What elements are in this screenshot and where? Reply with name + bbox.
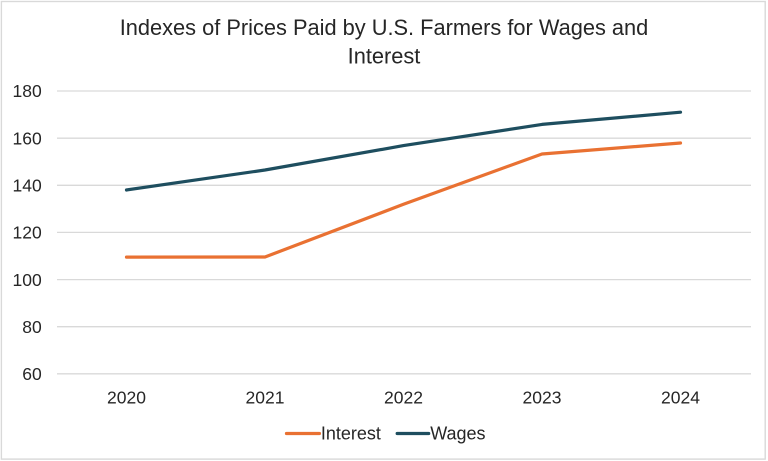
svg-text:2020: 2020: [107, 387, 146, 407]
svg-text:80: 80: [22, 317, 42, 337]
svg-text:2022: 2022: [384, 387, 423, 407]
svg-text:2023: 2023: [523, 387, 562, 407]
svg-text:140: 140: [12, 176, 41, 196]
svg-text:Wages: Wages: [430, 424, 485, 444]
svg-text:2021: 2021: [246, 387, 285, 407]
svg-text:Interest: Interest: [321, 424, 381, 444]
svg-text:160: 160: [12, 128, 41, 148]
svg-text:100: 100: [12, 270, 41, 290]
svg-text:60: 60: [22, 364, 42, 384]
svg-text:180: 180: [12, 81, 41, 101]
svg-text:Interest: Interest: [348, 43, 421, 68]
svg-text:120: 120: [12, 223, 41, 243]
svg-text:Indexes of Prices Paid by U.S.: Indexes of Prices Paid by U.S. Farmers f…: [120, 15, 649, 40]
svg-text:2024: 2024: [661, 387, 700, 407]
